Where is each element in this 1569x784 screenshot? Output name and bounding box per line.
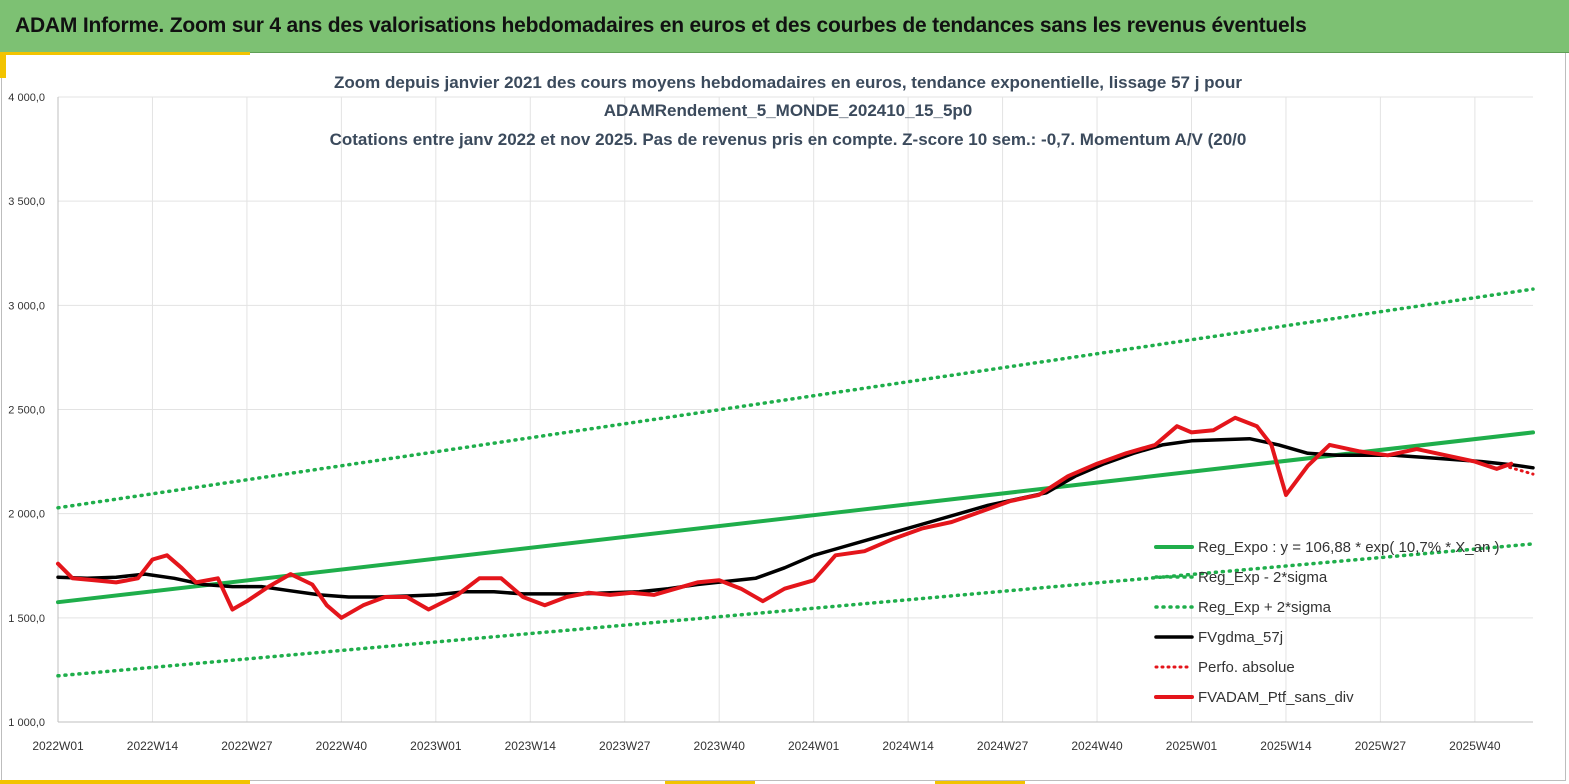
y-tick-label: 2 500,0 (8, 405, 45, 417)
accent-strip-top (0, 52, 250, 55)
y-tick-label: 1 500,0 (8, 613, 45, 625)
x-tick-label: 2022W01 (32, 739, 84, 753)
x-tick-label: 2024W40 (1071, 739, 1123, 753)
accent-strip-left (0, 52, 6, 78)
chart-title-line: Cotations entre janv 2022 et nov 2025. P… (330, 130, 1247, 149)
chart-title: Zoom depuis janvier 2021 des cours moyen… (330, 73, 1247, 149)
x-tick-label: 2023W01 (410, 739, 462, 753)
x-tick-label: 2024W14 (882, 739, 934, 753)
chart-title-line: Zoom depuis janvier 2021 des cours moyen… (334, 73, 1242, 92)
series-layer (56, 287, 1535, 678)
axes-layer: 1 000,0 1 500,0 2 000,0 2 500,0 3 000,0 3 500… (8, 92, 1533, 753)
x-tick-label: 2023W40 (694, 739, 746, 753)
accent-strip-bottom (665, 781, 755, 784)
legend-label: Reg_Exp - 2*sigma (1198, 569, 1328, 586)
series-line (1502, 464, 1535, 476)
series-line (56, 287, 1535, 510)
grid-layer (57, 96, 1533, 723)
page-title: ADAM Informe. Zoom sur 4 ans des valoris… (15, 14, 1307, 37)
x-tick-label: 2025W14 (1260, 739, 1312, 753)
x-tick-label: 2022W27 (221, 739, 273, 753)
x-tick-label: 2024W01 (788, 739, 840, 753)
header-bar: ADAM Informe. Zoom sur 4 ans des valoris… (0, 0, 1569, 53)
series-line (56, 430, 1535, 605)
y-tick-label: 3 000,0 (8, 300, 45, 312)
x-tick-label: 2022W40 (316, 739, 368, 753)
x-tick-label: 2023W27 (599, 739, 651, 753)
x-tick-label: 2024W27 (977, 739, 1029, 753)
chart-title-line: ADAMRendement_5_MONDE_202410_15_5p0 (604, 101, 973, 120)
legend-label: FVgdma_57j (1198, 629, 1283, 646)
x-tick-label: 2023W14 (505, 739, 557, 753)
legend-label: Perfo. absolue (1198, 659, 1295, 676)
x-tick-label: 2025W27 (1355, 739, 1407, 753)
y-tick-label: 1 000,0 (8, 717, 45, 729)
y-tick-label: 3 500,0 (8, 196, 45, 208)
accent-strip-bottom (0, 780, 250, 784)
y-tick-label: 2 000,0 (8, 509, 45, 521)
series-line (56, 436, 1535, 599)
y-tick-label: 4 000,0 (8, 92, 45, 104)
accent-strip-bottom (935, 781, 1025, 784)
chart-legend: Reg_Expo : y = 106,88 * exp( 10,7% * X_a… (1154, 539, 1499, 706)
x-tick-label: 2025W01 (1166, 739, 1218, 753)
x-tick-label: 2025W40 (1449, 739, 1501, 753)
legend-label: Reg_Exp + 2*sigma (1198, 599, 1332, 616)
legend-label: Reg_Expo : y = 106,88 * exp( 10,7% * X_a… (1198, 539, 1499, 556)
series-line (56, 542, 1535, 678)
legend-label: FVADAM_Ptf_sans_div (1198, 689, 1354, 706)
x-tick-label: 2022W14 (127, 739, 179, 753)
series-line (56, 415, 1514, 620)
